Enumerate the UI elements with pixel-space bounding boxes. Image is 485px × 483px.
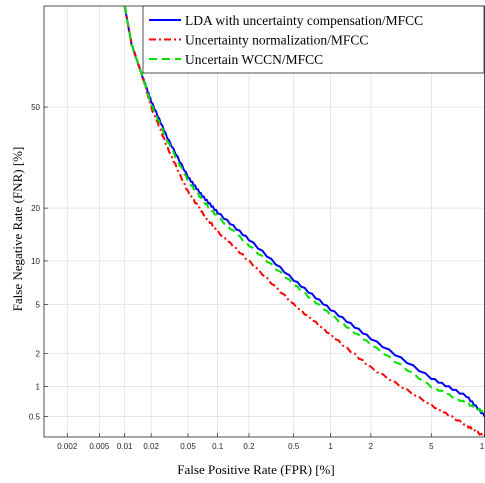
x-tick-label: 0.2: [243, 442, 255, 451]
y-tick-label: 50: [31, 103, 40, 112]
x-tick-label: 0.002: [57, 442, 78, 451]
x-tick-label: 0.1: [212, 442, 224, 451]
x-tick-label: 5: [429, 442, 434, 451]
legend-label-1: LDA with uncertainty compensation/MFCC: [185, 13, 423, 28]
x-tick-label: 1: [328, 442, 333, 451]
y-axis-label: False Negative Rate (FNR) [%]: [10, 147, 25, 312]
x-tick-label: 0.005: [89, 442, 110, 451]
legend: LDA with uncertainty compensation/MFCC Un…: [142, 5, 485, 74]
x-tick-label: 0.01: [117, 442, 133, 451]
y-tick-label: 5: [36, 301, 41, 310]
y-tick-label: 1: [36, 382, 41, 391]
series-line-3: [123, 6, 485, 414]
x-tick-label: 1: [480, 442, 485, 451]
y-tick-label: 20: [31, 204, 40, 213]
y-tick-label: 2: [36, 350, 41, 359]
legend-label-2: Uncertainty normalization/MFCC: [185, 33, 368, 48]
x-tick-label: 0.02: [143, 442, 159, 451]
grid: [44, 6, 485, 437]
x-tick-label: 0.05: [180, 442, 196, 451]
x-tick-labels: 0.002 0.005 0.01 0.02 0.05 0.1 0.2 0.5 1 2 5 1: [57, 433, 485, 451]
y-tick-label: 0.5: [29, 412, 41, 421]
y-tick-labels: 0.5 1 2 5 10 20 50: [29, 103, 48, 421]
x-tick-label: 0.5: [288, 442, 300, 451]
series-line-2: [123, 6, 485, 437]
legend-box: [142, 5, 485, 74]
legend-label-3: Uncertain WCCN/MFCC: [185, 52, 323, 67]
y-tick-label: 10: [31, 257, 40, 266]
x-tick-label: 2: [369, 442, 374, 451]
series-lines: [123, 6, 485, 437]
x-axis-label: False Positive Rate (FPR) [%]: [177, 462, 334, 477]
